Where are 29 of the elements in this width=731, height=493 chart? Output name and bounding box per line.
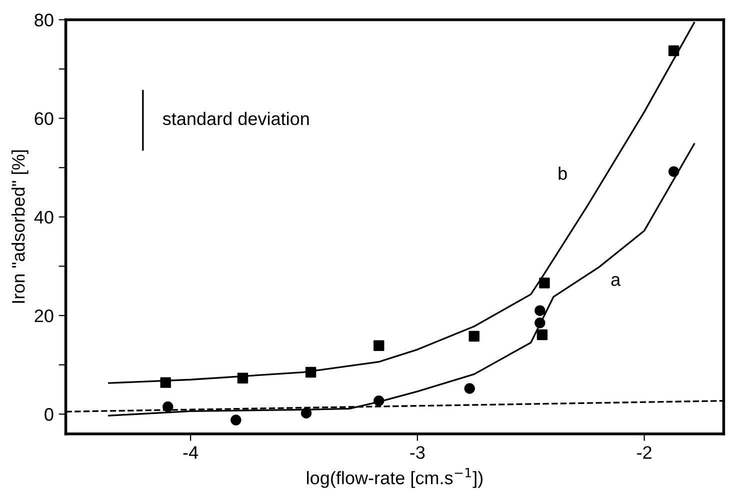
y-axis-title: Iron "adsorbed" [%] <box>12 150 28 303</box>
x-axis-title: log(flow-rate [cm.s$^{−1}$]) <box>307 468 483 488</box>
point <box>464 383 475 394</box>
y-tick-label: 80 <box>34 14 54 26</box>
series-label: b <box>558 166 567 180</box>
point <box>162 401 174 412</box>
x-tick-label: -3 <box>410 446 425 459</box>
y-tick-label: 40 <box>34 210 54 224</box>
point <box>468 330 480 342</box>
point <box>536 329 548 340</box>
x-tick-label: -2 <box>637 446 652 459</box>
point <box>534 305 546 316</box>
point <box>539 278 550 288</box>
point <box>668 166 680 177</box>
x-tick-label: -4 <box>183 446 198 459</box>
point <box>374 395 384 406</box>
series-label: standard deviation <box>162 112 309 126</box>
point <box>534 318 546 328</box>
point <box>230 414 242 426</box>
point <box>374 340 384 351</box>
y-tick-label: 60 <box>34 112 54 126</box>
point <box>300 408 312 418</box>
point <box>668 45 680 56</box>
y-tick-label: 20 <box>34 309 54 322</box>
point <box>305 366 316 378</box>
series-label: a <box>611 276 621 286</box>
y-tick-label: 0 <box>44 408 54 421</box>
point <box>160 377 171 388</box>
point <box>237 372 248 384</box>
